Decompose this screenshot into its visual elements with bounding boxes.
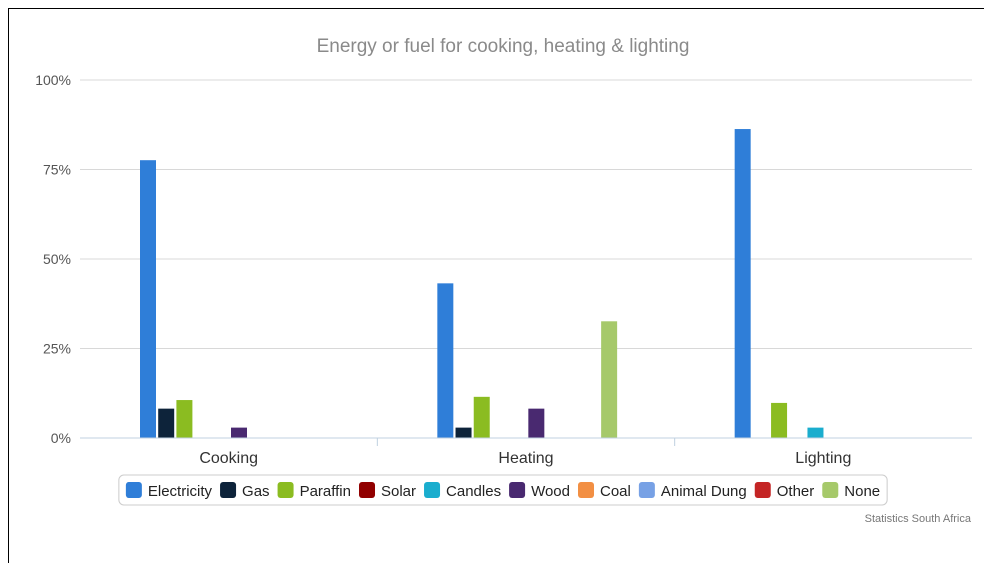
legend-item-candles[interactable]: Candles (424, 482, 501, 500)
y-tick-label: 0% (51, 430, 71, 446)
bar-gas-heating[interactable] (455, 427, 472, 438)
legend-item-coal[interactable]: Coal (578, 482, 631, 500)
bar-paraffin-heating[interactable] (473, 396, 490, 438)
y-tick-label: 100% (35, 72, 71, 88)
legend-label: Animal Dung (661, 483, 747, 500)
legend-item-solar[interactable]: Solar (359, 482, 416, 500)
legend-swatch (277, 482, 294, 498)
y-tick-label: 25% (43, 341, 71, 357)
legend-label: Wood (531, 483, 570, 500)
legend-box (118, 474, 888, 506)
bar-paraffin-cooking[interactable] (176, 400, 193, 438)
legend-item-gas[interactable]: Gas (220, 482, 270, 500)
legend-label: None (844, 483, 880, 500)
x-category-label: Heating (498, 450, 553, 467)
legend-swatch (638, 482, 655, 498)
legend-swatch (125, 482, 142, 498)
legend-item-wood[interactable]: Wood (509, 482, 570, 500)
x-category-label: Cooking (199, 450, 258, 467)
legend-swatch (578, 482, 595, 498)
y-tick-label: 50% (43, 251, 71, 267)
y-tick-label: 75% (43, 162, 71, 178)
legend-swatch (754, 482, 771, 498)
x-category-label: Lighting (795, 450, 851, 467)
bar-candles-lighting[interactable] (807, 427, 824, 438)
legend-label: Electricity (148, 483, 213, 500)
legend-swatch (822, 482, 839, 498)
legend-label: Gas (242, 483, 270, 500)
bar-none-heating[interactable] (601, 321, 618, 438)
legend-label: Other (777, 483, 815, 500)
legend-swatch (509, 482, 526, 498)
legend-swatch (220, 482, 237, 498)
legend-item-other[interactable]: Other (754, 482, 815, 500)
bar-wood-cooking[interactable] (231, 427, 247, 438)
bars (140, 129, 824, 438)
bar-wood-heating[interactable] (528, 408, 545, 438)
chart-credit[interactable]: Statistics South Africa (865, 513, 972, 525)
legend-label: Paraffin (300, 483, 351, 500)
legend-item-animal-dung[interactable]: Animal Dung (638, 482, 747, 500)
legend-item-electricity[interactable]: Electricity (125, 482, 213, 500)
frame-top-border (8, 8, 984, 9)
gridlines: 0% 25% 50% 75% 100% (35, 72, 972, 446)
legend-item-none[interactable]: None (822, 482, 880, 500)
legend-swatch (359, 482, 376, 498)
legend-swatch (424, 482, 441, 498)
x-axis: Cooking Heating Lighting (80, 437, 972, 467)
bar-electricity-heating[interactable] (437, 283, 454, 438)
bar-paraffin-lighting[interactable] (771, 402, 788, 438)
legend-label: Candles (446, 483, 501, 500)
legend[interactable]: Electricity Gas Paraffin Solar Candles Wood Co… (118, 474, 888, 506)
frame-left-border (8, 8, 9, 563)
bar-electricity-lighting[interactable] (734, 129, 751, 438)
bar-gas-cooking[interactable] (158, 408, 175, 438)
chart-title: Energy or fuel for cooking, heating & li… (317, 36, 690, 57)
legend-label: Solar (381, 483, 416, 500)
bar-electricity-cooking[interactable] (140, 160, 156, 438)
legend-item-paraffin[interactable]: Paraffin (277, 482, 351, 500)
legend-label: Coal (600, 483, 631, 500)
